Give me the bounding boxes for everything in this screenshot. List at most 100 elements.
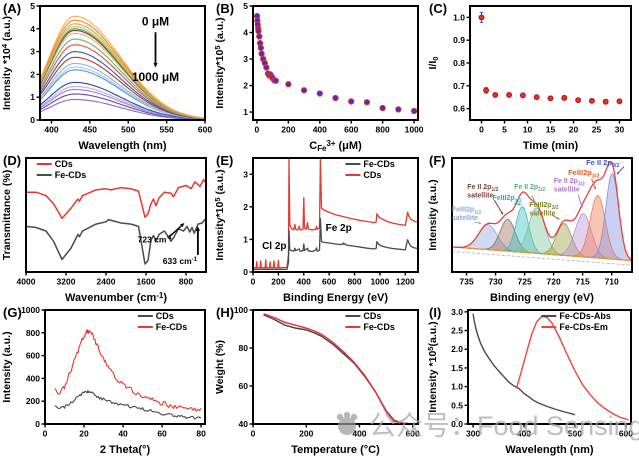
panel-d-plot: 4000 3200 2400 1600 800 Wavenumber (cm-1) Tran…: [1, 157, 207, 304]
svg-text:0 μM: 0 μM: [142, 14, 169, 28]
svg-text:0: 0: [251, 277, 256, 287]
svg-text:800: 800: [179, 277, 193, 287]
svg-text:Intensity *105(a.u.): Intensity *105(a.u.): [426, 321, 439, 412]
svg-text:1000: 1000: [405, 125, 424, 135]
svg-text:800: 800: [26, 328, 40, 338]
svg-text:0: 0: [35, 419, 40, 429]
svg-text:Fe II 2p1/2: Fe II 2p1/2: [514, 184, 545, 193]
svg-text:200: 200: [281, 125, 295, 135]
panel-a-plot: 400 450 500 550 600 0 1 2 3 4 5 Wavelength (nm) Inte…: [0, 1, 212, 152]
svg-text:200: 200: [271, 277, 285, 287]
svg-text:0: 0: [251, 429, 256, 439]
svg-text:2: 2: [30, 69, 35, 79]
svg-text:450: 450: [83, 125, 97, 135]
svg-text:100: 100: [234, 305, 248, 315]
svg-text:Cl 2p: Cl 2p: [262, 241, 286, 252]
svg-text:725: 725: [517, 277, 531, 287]
svg-text:60: 60: [157, 429, 167, 439]
svg-text:80: 80: [196, 429, 206, 439]
svg-text:3: 3: [30, 47, 35, 57]
svg-text:1.0: 1.0: [451, 382, 463, 392]
svg-text:80: 80: [239, 343, 249, 353]
svg-text:60: 60: [239, 381, 249, 391]
svg-text:400: 400: [352, 429, 366, 439]
svg-text:1600: 1600: [137, 277, 156, 287]
svg-text:I/I0: I/I0: [427, 57, 440, 70]
svg-text:30: 30: [615, 125, 625, 135]
svg-text:Weight (%): Weight (%): [214, 340, 226, 394]
svg-text:Intensity (a.u.): Intensity (a.u.): [1, 331, 13, 402]
svg-text:Binding energy (eV): Binding energy (eV): [490, 292, 594, 304]
svg-text:3: 3: [243, 54, 248, 64]
svg-text:CDs: CDs: [363, 170, 381, 180]
svg-text:5: 5: [502, 125, 507, 135]
svg-text:Fe-CDs: Fe-CDs: [363, 159, 395, 169]
svg-text:Intensity *104 (a.u.): Intensity *104 (a.u.): [0, 16, 13, 110]
svg-text:0.6: 0.6: [453, 104, 465, 114]
svg-text:0: 0: [43, 429, 48, 439]
svg-text:Time (min): Time (min): [523, 140, 579, 152]
svg-text:Intensity*105 (a.u.): Intensity*105 (a.u.): [213, 169, 226, 260]
svg-text:550: 550: [160, 125, 174, 135]
svg-text:730: 730: [488, 277, 502, 287]
svg-text:600: 600: [619, 429, 633, 439]
svg-text:Wavelength (nm): Wavelength (nm): [78, 140, 167, 152]
svg-text:800: 800: [347, 277, 361, 287]
svg-text:400: 400: [44, 125, 58, 135]
svg-text:5: 5: [243, 1, 248, 11]
svg-text:2: 2: [243, 81, 248, 91]
svg-text:2.5: 2.5: [451, 326, 463, 336]
svg-text:3: 3: [243, 169, 248, 179]
svg-text:4: 4: [243, 28, 248, 38]
panel-c-label: (C): [429, 1, 448, 16]
svg-text:600: 600: [198, 125, 212, 135]
svg-text:0.7: 0.7: [453, 81, 465, 91]
svg-text:Fe-CDs: Fe-CDs: [55, 170, 87, 180]
svg-text:1.0: 1.0: [453, 12, 465, 22]
panel-d: (D) 4000 3200 2400 1600 800 Wavenumber (cm-1)…: [0, 152, 213, 304]
svg-text:400: 400: [297, 277, 311, 287]
svg-text:Wavelength (nm): Wavelength (nm): [505, 444, 594, 456]
svg-text:633 cm-1: 633 cm-1: [163, 256, 198, 266]
svg-text:0: 0: [255, 125, 260, 135]
panel-h: (H) 0 200 400 600 40 60 80 100 Temperature (°C) W…: [213, 304, 426, 456]
panel-b: (B) 0 200 400 600 800 1000 1 2 3 4 5 CFe3+ (μM) Inte…: [213, 0, 426, 152]
svg-text:723 cm-1: 723 cm-1: [138, 234, 173, 244]
svg-text:2 Theta(°): 2 Theta(°): [100, 444, 151, 456]
svg-text:40: 40: [239, 419, 249, 429]
svg-text:5: 5: [30, 1, 35, 11]
svg-text:800: 800: [376, 125, 390, 135]
panel-f: (F) 735 730 725 720 715 710 Binding energy (eV…: [426, 152, 639, 304]
svg-text:Wavenumber (cm-1): Wavenumber (cm-1): [65, 291, 167, 304]
svg-text:0.9: 0.9: [453, 35, 465, 45]
svg-text:Fe 2p: Fe 2p: [326, 223, 352, 234]
svg-text:4: 4: [30, 24, 35, 34]
panel-i-plot: 300 400 500 600 0.0 0.5 1.0 1.5 2.0 2.5 3.0 Wavelen…: [426, 307, 633, 456]
svg-text:FeIII2p1/2: FeIII2p1/2: [493, 195, 522, 204]
svg-text:20: 20: [79, 429, 89, 439]
panel-e-plot: 0 200 400 600 800 1000 1200 0 1 2 3 Binding Energy …: [213, 157, 419, 304]
svg-text:10: 10: [523, 125, 533, 135]
panel-f-plot: 735 730 725 720 715 710 Binding energy (eV) Int…: [427, 157, 633, 304]
svg-text:Temperature (°C): Temperature (°C): [291, 444, 380, 456]
svg-text:1000 μM: 1000 μM: [132, 70, 179, 84]
svg-text:CDs: CDs: [363, 311, 381, 321]
svg-text:400: 400: [517, 429, 531, 439]
svg-text:Intensity (a.u.): Intensity (a.u.): [427, 179, 439, 250]
svg-text:FeIII2p3/2: FeIII2p3/2: [568, 168, 599, 179]
panel-h-plot: 0 200 400 600 40 60 80 100 Temperature (°C) Weigh…: [214, 305, 420, 456]
svg-text:715: 715: [576, 277, 590, 287]
panel-e: (E) 0 200 400 600 800 1000 1200 0 1 2 3 Binding Ene…: [213, 152, 426, 304]
svg-text:1200: 1200: [396, 277, 415, 287]
svg-text:CDs: CDs: [55, 159, 73, 169]
svg-text:15: 15: [546, 125, 556, 135]
svg-text:200: 200: [26, 396, 40, 406]
svg-text:500: 500: [121, 125, 135, 135]
svg-text:Intensity*105 (a.u.): Intensity*105 (a.u.): [213, 17, 226, 108]
svg-text:0: 0: [243, 267, 248, 277]
svg-text:400: 400: [313, 125, 327, 135]
svg-text:600: 600: [344, 125, 358, 135]
